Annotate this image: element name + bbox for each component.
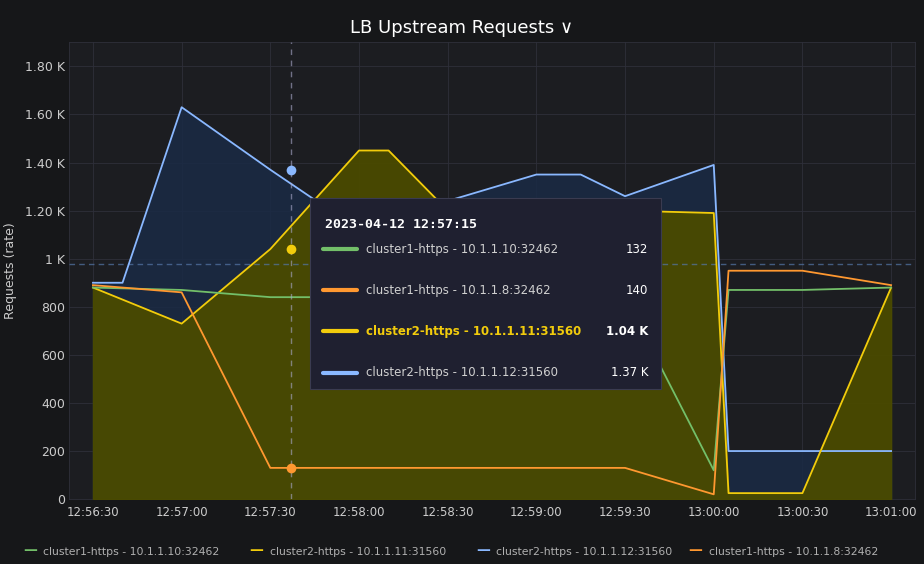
Text: —: — bbox=[249, 543, 263, 557]
Text: cluster1-https - 10.1.1.10:32462: cluster1-https - 10.1.1.10:32462 bbox=[366, 243, 558, 255]
Text: —: — bbox=[688, 543, 702, 557]
Text: cluster1-https - 10.1.1.8:32462: cluster1-https - 10.1.1.8:32462 bbox=[366, 284, 551, 297]
FancyBboxPatch shape bbox=[310, 197, 661, 390]
Text: 140: 140 bbox=[626, 284, 649, 297]
Text: LB Upstream Requests ∨: LB Upstream Requests ∨ bbox=[350, 19, 574, 37]
Text: 2023-04-12 12:57:15: 2023-04-12 12:57:15 bbox=[325, 218, 478, 231]
Text: —: — bbox=[476, 543, 490, 557]
Text: —: — bbox=[23, 543, 37, 557]
Text: cluster2-https - 10.1.1.12:31560: cluster2-https - 10.1.1.12:31560 bbox=[496, 547, 673, 557]
Text: 1.37 K: 1.37 K bbox=[611, 366, 649, 379]
Text: cluster1-https - 10.1.1.8:32462: cluster1-https - 10.1.1.8:32462 bbox=[709, 547, 878, 557]
Text: 132: 132 bbox=[626, 243, 649, 255]
Text: cluster1-https - 10.1.1.10:32462: cluster1-https - 10.1.1.10:32462 bbox=[43, 547, 220, 557]
Text: cluster2-https - 10.1.1.11:31560: cluster2-https - 10.1.1.11:31560 bbox=[270, 547, 446, 557]
Text: cluster2-https - 10.1.1.11:31560: cluster2-https - 10.1.1.11:31560 bbox=[366, 325, 581, 338]
Text: cluster2-https - 10.1.1.12:31560: cluster2-https - 10.1.1.12:31560 bbox=[366, 366, 558, 379]
Y-axis label: Requests (rate): Requests (rate) bbox=[4, 222, 17, 319]
Text: 1.04 K: 1.04 K bbox=[606, 325, 649, 338]
